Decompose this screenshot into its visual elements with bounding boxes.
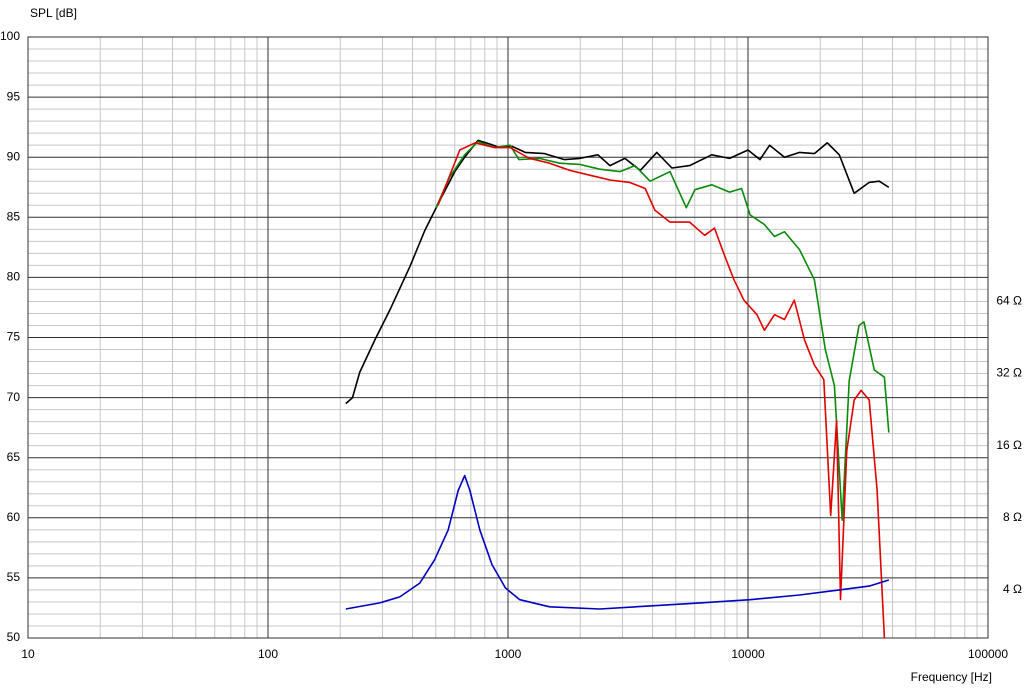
y-tick-label: 70 xyxy=(7,390,21,404)
y-tick-label: 80 xyxy=(7,270,21,284)
y2-tick-label: 32 Ω xyxy=(996,366,1022,380)
x-axis-label: Frequency [Hz] xyxy=(911,670,992,684)
y2-tick-label: 64 Ω xyxy=(996,294,1022,308)
y-tick-label: 65 xyxy=(7,450,21,464)
y2-tick-label: 8 Ω xyxy=(1003,510,1022,524)
series-line xyxy=(437,142,886,639)
x-tick-label: 1000 xyxy=(495,647,522,661)
y-tick-label: 95 xyxy=(7,89,21,103)
y-axis-label: SPL [dB] xyxy=(30,6,77,20)
series-line xyxy=(345,474,890,610)
y2-tick-label: 16 Ω xyxy=(996,438,1022,452)
y2-tick-label: 4 Ω xyxy=(1003,582,1022,596)
y-tick-label: 100 xyxy=(0,29,20,43)
plot-border xyxy=(27,36,989,639)
y-tick-label: 50 xyxy=(7,630,21,644)
series-line xyxy=(435,140,890,521)
x-tick-label: 100 xyxy=(258,647,278,661)
x-tick-label: 100000 xyxy=(968,647,1008,661)
x-tick-label: 10 xyxy=(21,647,35,661)
x-tick-label: 10000 xyxy=(731,647,765,661)
y-tick-label: 55 xyxy=(7,570,21,584)
y-tick-label: 60 xyxy=(7,510,21,524)
y-tick-label: 85 xyxy=(7,209,21,223)
y-tick-label: 90 xyxy=(7,149,21,163)
y-tick-label: 75 xyxy=(7,330,21,344)
series-line xyxy=(345,139,890,405)
